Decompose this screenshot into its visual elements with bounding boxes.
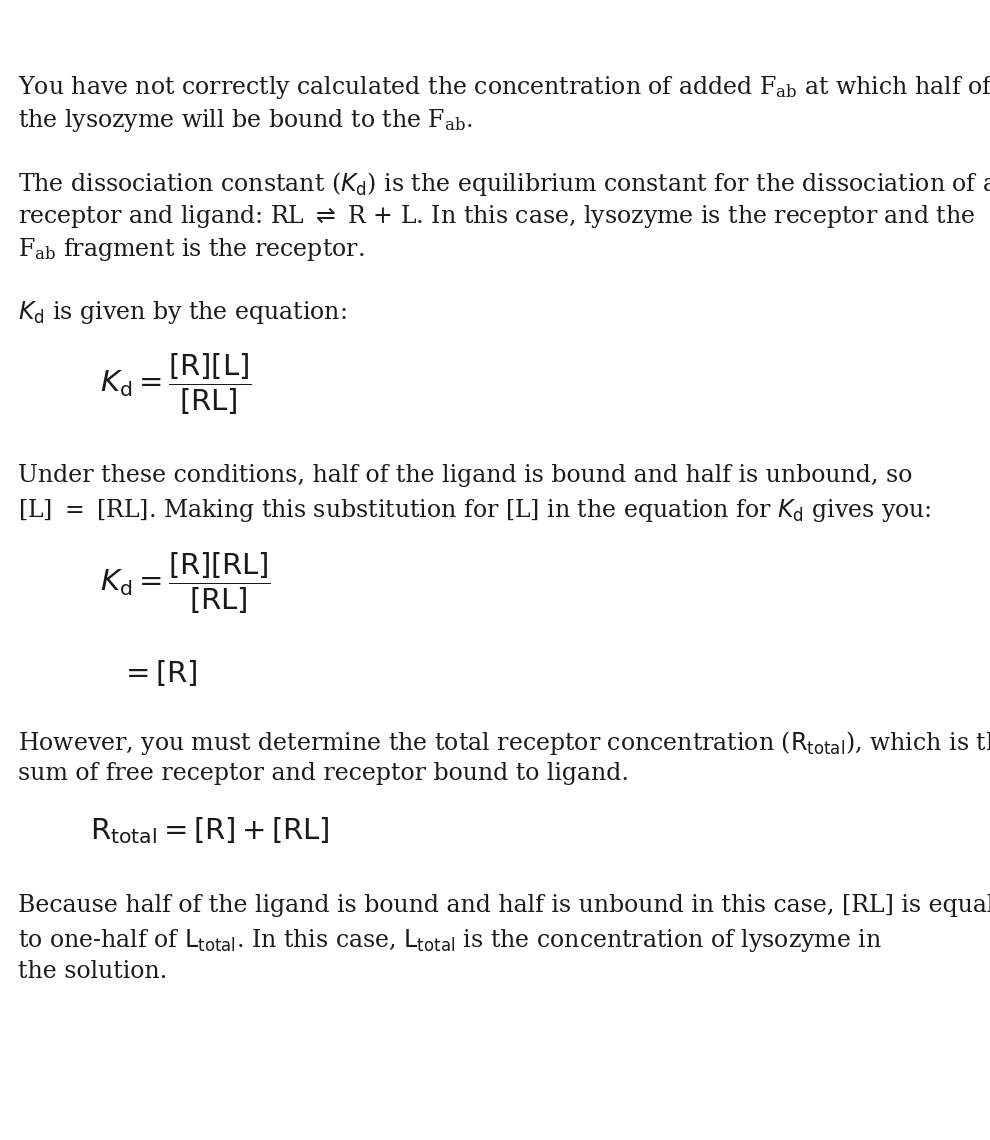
Text: to one-half of $\mathrm{L_{total}}$. In this case, $\mathrm{L_{total}}$ is the c: to one-half of $\mathrm{L_{total}}$. In … <box>18 928 882 954</box>
Text: sum of free receptor and receptor bound to ligand.: sum of free receptor and receptor bound … <box>18 762 629 785</box>
Text: Feedback: Feedback <box>30 16 135 35</box>
Text: the lysozyme will be bound to the $\mathregular{F_{ab}}$.: the lysozyme will be bound to the $\math… <box>18 107 473 135</box>
Text: the solution.: the solution. <box>18 960 167 984</box>
Text: receptor and ligand: RL $\rightleftharpoons$ R + L. In this case, lysozyme is th: receptor and ligand: RL $\rightleftharpo… <box>18 203 975 230</box>
Text: You have not correctly calculated the concentration of added $\mathregular{F_{ab: You have not correctly calculated the co… <box>18 74 990 101</box>
Text: Under these conditions, half of the ligand is bound and half is unbound, so: Under these conditions, half of the liga… <box>18 464 913 488</box>
Text: $\mathregular{F_{ab}}$ fragment is the receptor.: $\mathregular{F_{ab}}$ fragment is the r… <box>18 236 364 263</box>
Text: $= \mathrm{[R]}$: $= \mathrm{[R]}$ <box>120 658 197 687</box>
Text: $\mathrm{R_{total}} = \mathrm{[R] + [RL]}$: $\mathrm{R_{total}} = \mathrm{[R] + [RL]… <box>90 815 330 846</box>
Text: The dissociation constant ($\mathit{K}_\mathrm{d}$) is the equilibrium constant : The dissociation constant ($\mathit{K}_\… <box>18 170 990 198</box>
Text: However, you must determine the total receptor concentration ($\mathrm{R_{total}: However, you must determine the total re… <box>18 728 990 757</box>
Bar <box>4 21 22 35</box>
Text: $\mathit{K}_\mathrm{d}$ is given by the equation:: $\mathit{K}_\mathrm{d}$ is given by the … <box>18 299 346 326</box>
Text: $\mathit{K}_\mathrm{d} = \dfrac{\mathrm{[R][RL]}}{\mathrm{[RL]}}$: $\mathit{K}_\mathrm{d} = \dfrac{\mathrm{… <box>100 551 271 616</box>
Text: ×: × <box>967 16 985 36</box>
Text: Because half of the ligand is bound and half is unbound in this case, [RL] is eq: Because half of the ligand is bound and … <box>18 895 990 918</box>
Text: [L] $=$ [RL]. Making this substitution for [L] in the equation for $\mathit{K}_\: [L] $=$ [RL]. Making this substitution f… <box>18 497 932 524</box>
Text: $\mathit{K}_\mathrm{d} = \dfrac{\mathrm{[R][L]}}{\mathrm{[RL]}}$: $\mathit{K}_\mathrm{d} = \dfrac{\mathrm{… <box>100 352 251 417</box>
